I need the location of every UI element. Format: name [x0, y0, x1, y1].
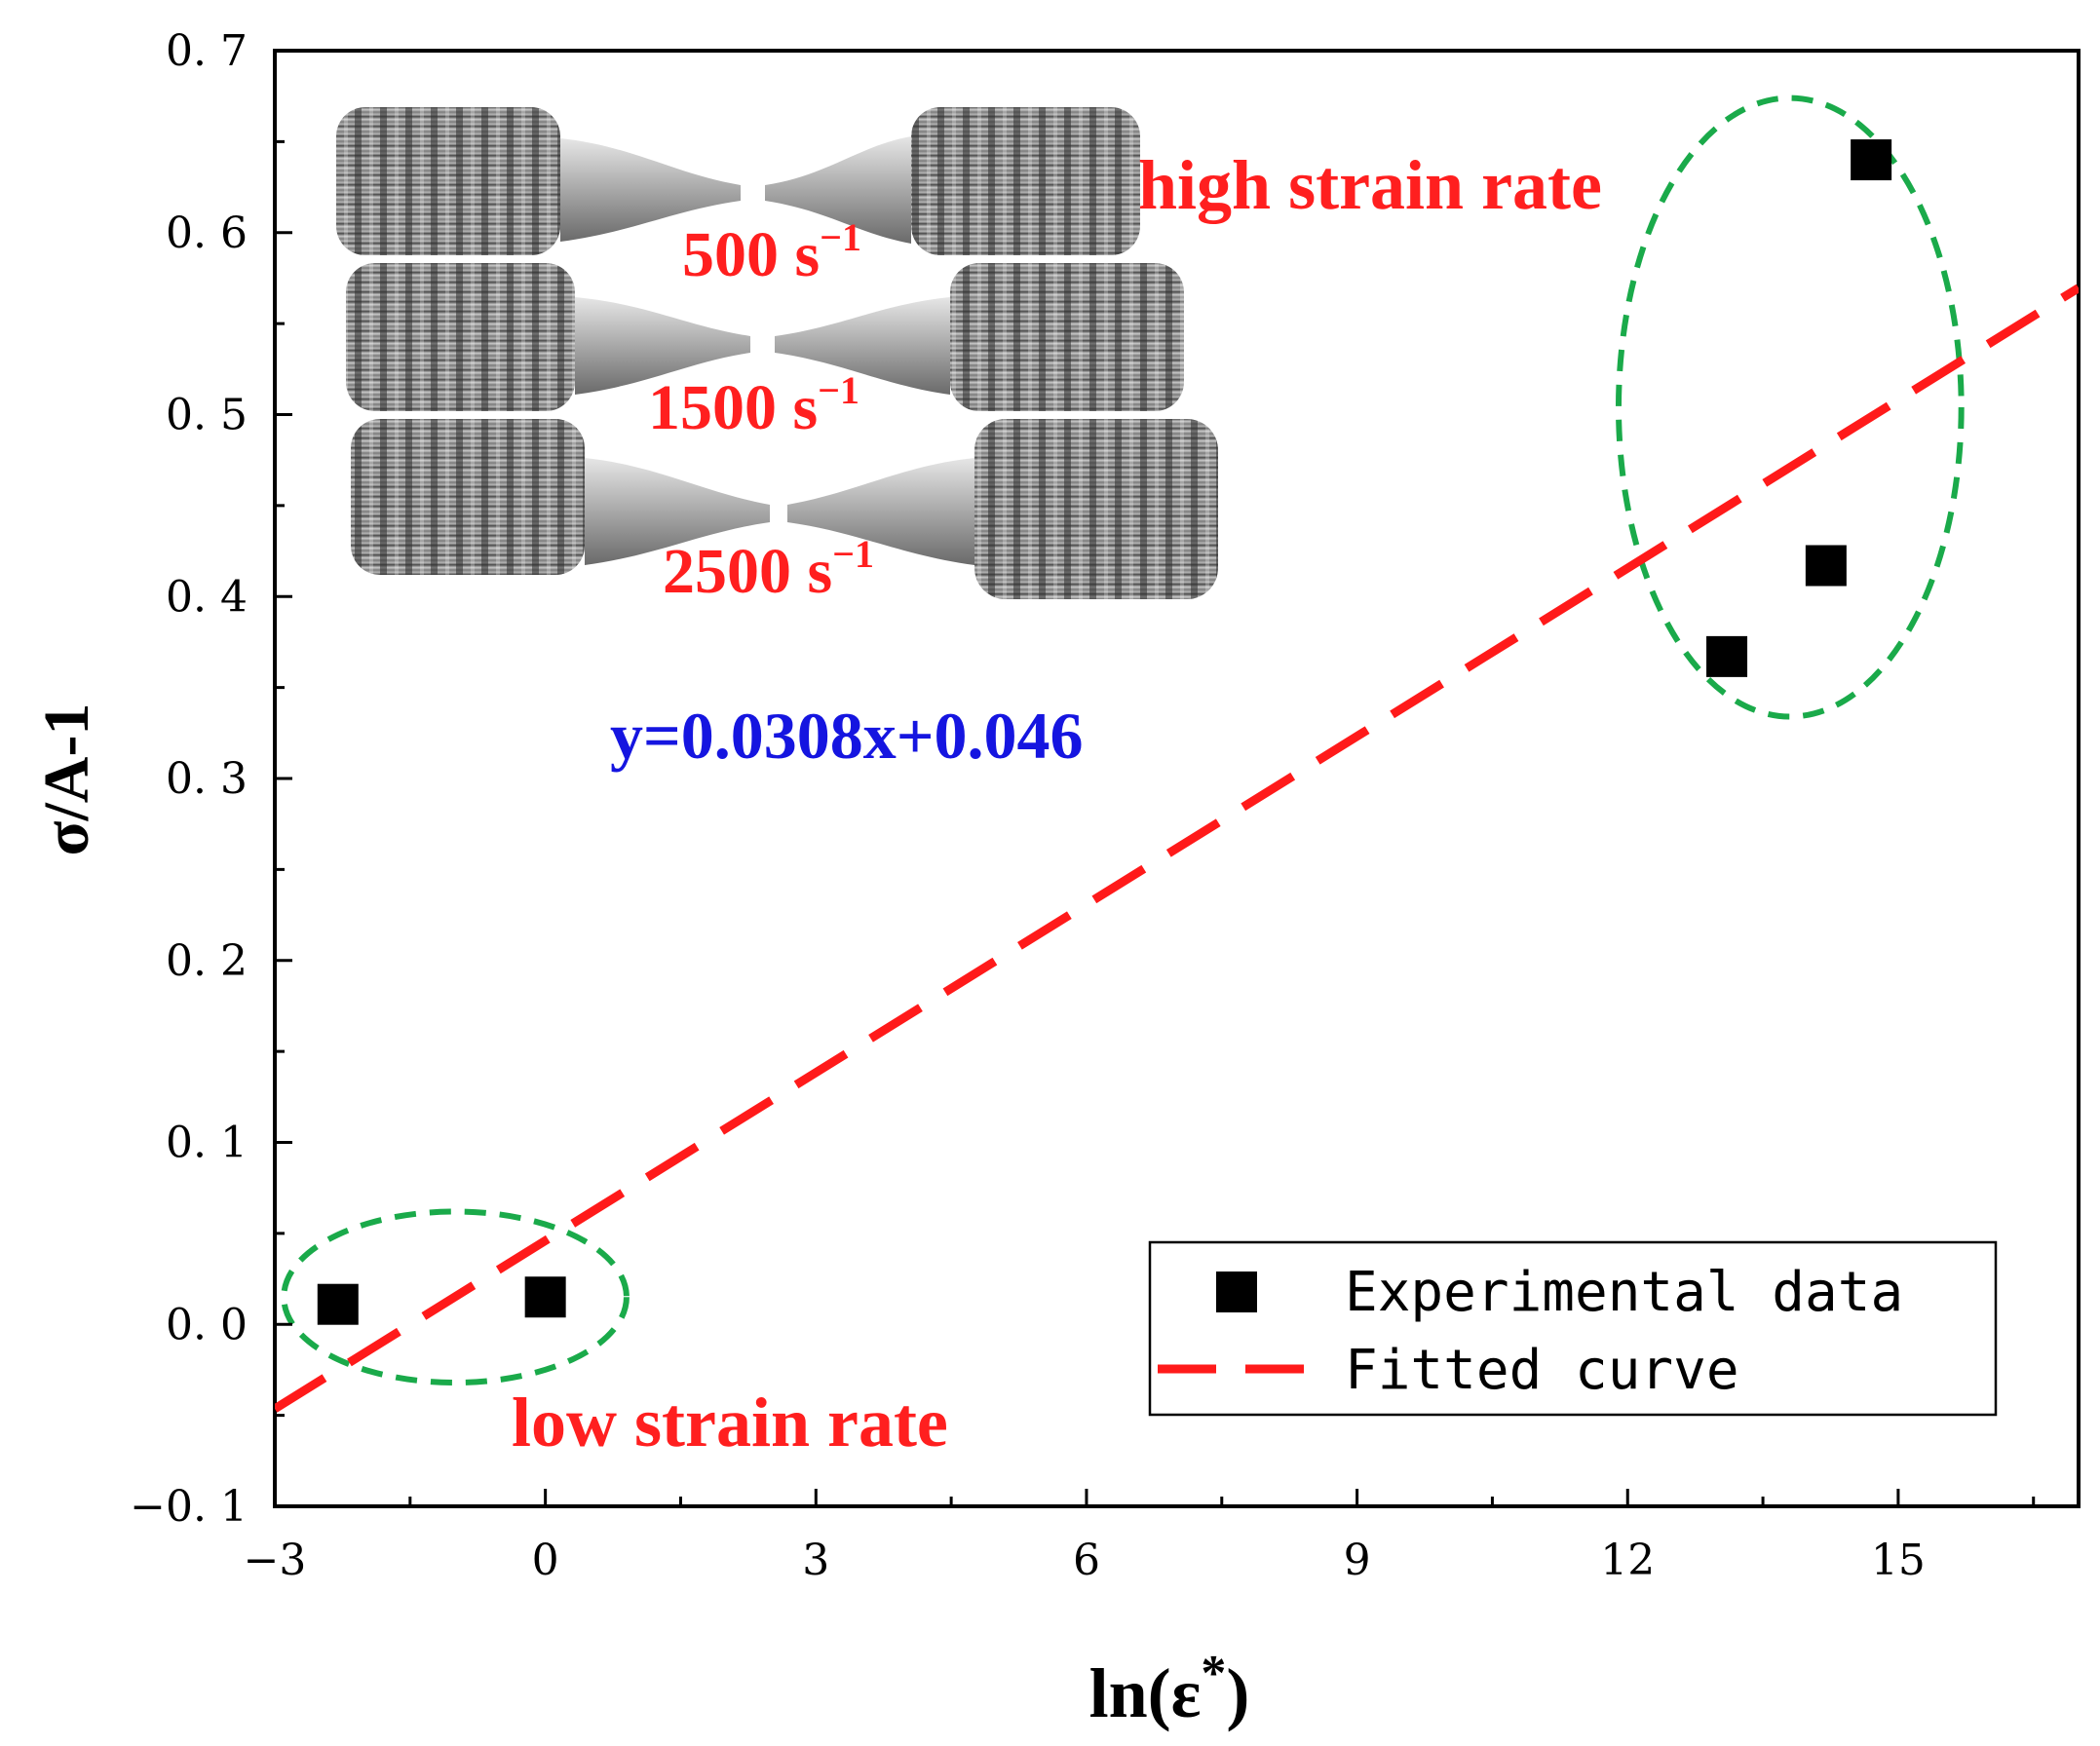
rate-value-500: 500 s [682, 219, 820, 290]
x-axis-title: ln(ε*) [1089, 1646, 1250, 1732]
axis-tick-labels: −3 0 3 6 9 12 15 −0. 1 0. 0 0. 1 0. 2 0. 3 0. 4 0. 5 0… [130, 26, 1926, 1585]
x-tick-label-6: 15 [1871, 1536, 1926, 1585]
rate-label-2500: 2500 s−1 [663, 532, 874, 607]
specimen-500 [336, 107, 1140, 255]
rate-value-2500: 2500 s [663, 536, 832, 607]
data-point-3 [1805, 545, 1847, 587]
y-tick-label-4: 0. 3 [166, 754, 248, 804]
x-tick-label-5: 12 [1600, 1536, 1655, 1585]
x-tick-label-0: −3 [244, 1536, 307, 1585]
highlight-ellipse-0 [281, 1208, 630, 1386]
y-tick-label-0: −0. 1 [130, 1482, 248, 1532]
x-tick-label-4: 9 [1344, 1536, 1371, 1585]
x-tick-label-3: 6 [1073, 1536, 1100, 1585]
x-axis-title-superscript: * [1201, 1646, 1226, 1701]
fit-line-layer [275, 284, 2079, 1413]
y-axis-title: σ/A-1 [31, 703, 102, 856]
rate-label-500: 500 s−1 [682, 215, 861, 290]
data-point-4 [1851, 139, 1892, 181]
y-tick-label-6: 0. 5 [166, 391, 248, 440]
rate-exponent-2500: −1 [832, 532, 874, 576]
data-point-2 [1706, 635, 1748, 677]
legend-label-fitted: Fitted curve [1345, 1339, 1739, 1402]
low-strain-rate-label: low strain rate [512, 1384, 948, 1461]
specimen-2500 [351, 419, 1218, 599]
x-tick-label-2: 3 [802, 1536, 829, 1585]
rate-label-1500: 1500 s−1 [648, 368, 859, 443]
x-tick-label-1: 0 [532, 1536, 559, 1585]
y-tick-label-8: 0. 7 [166, 26, 248, 76]
high-strain-rate-label: high strain rate [1138, 146, 1602, 224]
legend-marker-experimental [1216, 1272, 1257, 1312]
x-axis-title-close: ) [1226, 1654, 1249, 1732]
legend: Experimental data Fitted curve [1148, 1240, 1998, 1417]
data-point-1 [524, 1276, 566, 1318]
legend-label-experimental: Experimental data [1345, 1261, 1903, 1324]
data-points-layer [317, 139, 1892, 1325]
specimen-photo [336, 107, 1218, 599]
y-tick-label-5: 0. 4 [166, 572, 248, 622]
data-point-0 [317, 1283, 359, 1325]
y-tick-label-2: 0. 1 [166, 1119, 248, 1168]
rate-value-1500: 1500 s [648, 372, 818, 443]
highlight-ellipses [281, 95, 1965, 1386]
x-axis-title-base: ln(ε [1089, 1654, 1202, 1732]
y-tick-label-1: 0. 0 [166, 1300, 248, 1349]
rate-exponent-500: −1 [820, 215, 861, 259]
legend-box [1148, 1240, 1998, 1417]
y-tick-label-3: 0. 2 [166, 936, 248, 986]
highlight-ellipse-1 [1615, 95, 1965, 720]
y-tick-label-7: 0. 6 [166, 209, 248, 258]
rate-exponent-1500: −1 [818, 368, 859, 412]
specimen-1500 [346, 263, 1184, 411]
fitted-curve-line [275, 284, 2079, 1413]
fit-equation-label: y=0.0308x+0.046 [610, 699, 1084, 773]
axis-ticks [273, 49, 2036, 1508]
